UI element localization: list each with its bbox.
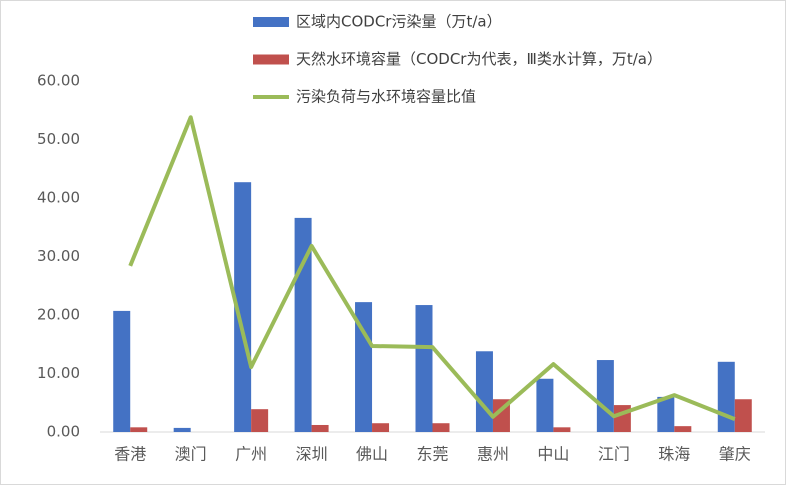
legend: 区域内CODCr污染量（万t/a） 天然水环境容量（CODCr为代表，Ⅲ类水计算，… (253, 13, 662, 106)
x-tick-label: 肇庆 (719, 445, 751, 464)
bar (251, 409, 269, 432)
x-tick-label: 深圳 (296, 445, 328, 464)
bar (372, 423, 390, 432)
bar (674, 426, 692, 432)
legend-label: 污染负荷与水环境容量比值 (296, 88, 476, 106)
y-tick-label: 20.00 (37, 306, 80, 324)
y-tick-label: 50.00 (37, 130, 80, 148)
bar (596, 360, 614, 432)
bar (234, 182, 252, 432)
legend-swatch (253, 17, 289, 27)
bar (475, 351, 493, 432)
y-tick-label: 60.00 (37, 72, 80, 90)
x-tick-label: 佛山 (356, 445, 388, 464)
bar (432, 423, 450, 432)
x-tick-label: 澳门 (175, 445, 207, 464)
y-tick-label: 10.00 (37, 364, 80, 382)
line (128, 115, 736, 421)
legend-swatch (253, 54, 289, 65)
x-tick-label: 江门 (598, 445, 630, 464)
y-tick-label: 0.00 (47, 423, 80, 441)
x-tick-label: 东莞 (416, 445, 448, 464)
y-tick-label: 30.00 (37, 247, 80, 265)
bar (130, 427, 148, 432)
bar (717, 361, 735, 432)
bar (311, 424, 329, 432)
legend-label: 区域内CODCr污染量（万t/a） (296, 13, 502, 31)
x-tick-label: 香港 (114, 445, 146, 464)
legend-label: 天然水环境容量（CODCr为代表，Ⅲ类水计算，万t/a） (296, 50, 662, 68)
x-tick-label: 珠海 (658, 445, 690, 464)
x-tick-label: 惠州 (477, 445, 509, 464)
y-tick-label: 40.00 (37, 189, 80, 207)
bar (553, 427, 571, 432)
bar (734, 399, 752, 432)
bar (355, 302, 373, 432)
bar (657, 396, 675, 432)
bar (113, 310, 131, 432)
bar (415, 305, 433, 432)
bar (536, 378, 554, 432)
bar (173, 427, 191, 432)
x-tick-label: 中山 (537, 445, 569, 464)
x-tick-label: 广州 (235, 445, 267, 464)
